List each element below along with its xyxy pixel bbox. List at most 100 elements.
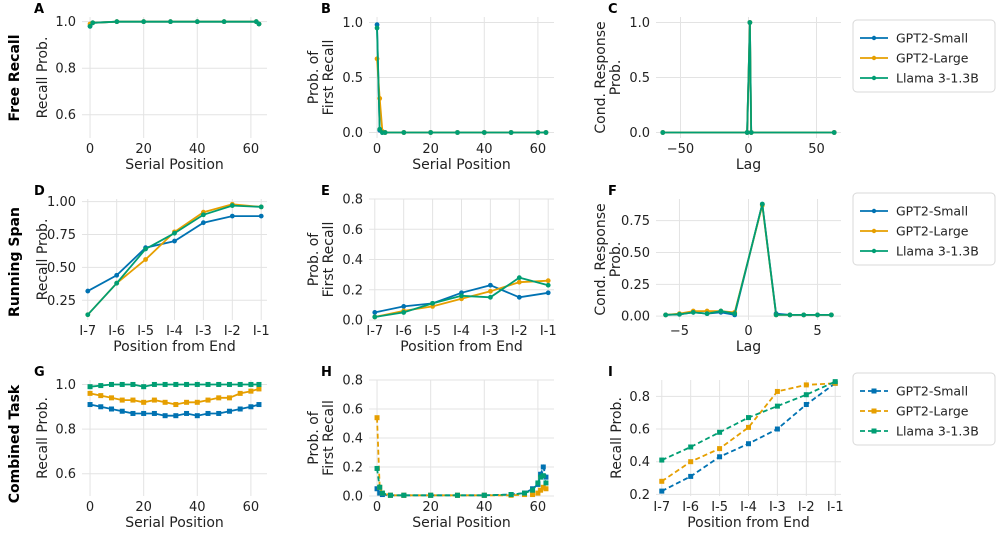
- x-axis-label: Serial Position: [125, 157, 224, 173]
- data-point: [172, 230, 177, 236]
- data-point: [801, 312, 807, 318]
- y-tick-label: 0.2: [342, 461, 363, 476]
- y-tick-label: 0.75: [621, 214, 650, 229]
- data-point: [746, 441, 751, 447]
- panel-letter: D: [34, 184, 45, 199]
- y-tick-label: 0.6: [55, 467, 76, 482]
- x-tick-label: 20: [422, 500, 439, 515]
- data-point: [194, 413, 200, 419]
- data-point: [746, 415, 751, 421]
- y-tick-label: 0.4: [342, 432, 363, 447]
- data-point: [545, 278, 551, 284]
- y-tick-label: 0.8: [55, 423, 76, 438]
- data-point: [387, 492, 393, 498]
- data-point: [522, 490, 528, 496]
- x-axis-label: Lag: [736, 157, 761, 173]
- data-point: [141, 384, 147, 390]
- data-point: [87, 384, 93, 390]
- data-point: [256, 21, 262, 27]
- series-line-gpt2-small: [376, 24, 546, 134]
- data-point: [540, 484, 546, 490]
- data-point: [98, 393, 104, 399]
- data-point: [717, 446, 723, 452]
- data-point: [119, 397, 125, 403]
- data-point: [205, 381, 211, 387]
- data-point: [831, 130, 837, 135]
- y-tick-label: 1.0: [629, 16, 650, 31]
- y-axis-label-line: Prob.: [608, 242, 624, 278]
- y-axis-label-line: Prob. of: [306, 410, 322, 465]
- data-point: [248, 388, 254, 394]
- y-tick-label: 0.00: [621, 310, 650, 325]
- x-tick-label: 60: [530, 500, 547, 515]
- y-tick-label: 0.6: [629, 423, 650, 438]
- legend-label: Llama 3-1.3B: [896, 71, 979, 86]
- data-point: [538, 487, 544, 493]
- data-point: [374, 25, 380, 31]
- data-point: [803, 402, 809, 408]
- x-tick-label: I-4: [166, 324, 183, 339]
- legend-marker: [871, 75, 877, 81]
- data-point: [659, 478, 665, 484]
- x-tick-label: I-4: [740, 500, 757, 515]
- data-point: [774, 426, 780, 432]
- x-axis-label: Serial Position: [412, 157, 511, 173]
- panel-c: −50 0 50 0.0 0.5 1.0 Lag Cond. Response Prob. C: [593, 2, 841, 173]
- data-point: [372, 310, 378, 315]
- data-point: [114, 19, 120, 25]
- y-tick-label: 0.6: [342, 403, 363, 418]
- y-tick-label: 0.2: [342, 283, 363, 298]
- data-point: [173, 402, 179, 408]
- data-point: [374, 465, 380, 471]
- x-tick-label: 0: [744, 324, 752, 339]
- y-axis-label: Prob. of First Recall: [306, 222, 337, 298]
- data-point: [85, 312, 91, 318]
- x-tick-label: 0: [373, 500, 381, 515]
- data-point: [130, 410, 136, 416]
- legend-marker: [871, 55, 877, 61]
- data-point: [401, 303, 407, 309]
- data-point: [488, 288, 493, 294]
- panel-i: I-7 I-6 I-5 I-4 I-3 I-2 I-1 0.2 0.4 0.6 0.8 Positio…: [608, 365, 844, 531]
- data-point: [377, 484, 383, 490]
- x-tick-label: 40: [189, 500, 206, 515]
- x-tick-label: 20: [135, 500, 152, 515]
- data-point: [372, 314, 378, 320]
- y-axis-label-line: First Recall: [321, 40, 337, 116]
- y-tick-label: 0.8: [55, 62, 76, 77]
- row-label-running-span: Running Span: [7, 207, 23, 317]
- panel-letter: G: [34, 365, 45, 380]
- x-axis-label: Position from End: [113, 339, 236, 355]
- data-point: [828, 312, 834, 318]
- data-point: [248, 404, 254, 410]
- x-axis-label: Position from End: [687, 515, 810, 531]
- data-point: [688, 473, 694, 479]
- data-point: [229, 203, 235, 208]
- data-point: [688, 444, 694, 450]
- data-point: [459, 293, 464, 299]
- data-point: [543, 474, 549, 480]
- legend-label: GPT2-Large: [896, 51, 969, 66]
- y-tick-label: 0.6: [342, 223, 363, 238]
- data-point: [688, 459, 694, 465]
- y-axis-label-line: Recall Prob.: [35, 219, 51, 301]
- data-point: [168, 19, 173, 25]
- data-point: [488, 294, 493, 300]
- y-axis-label: Recall Prob.: [35, 397, 51, 479]
- row-label-combined-task: Combined Task: [7, 384, 23, 503]
- data-point: [221, 19, 227, 25]
- y-axis-label-line: Cond. Response: [593, 203, 609, 315]
- x-tick-label: I-7: [79, 324, 96, 339]
- data-point: [114, 280, 120, 286]
- y-tick-label: 0.6: [55, 108, 76, 123]
- data-point: [481, 492, 487, 498]
- y-axis-label: Recall Prob.: [35, 219, 51, 301]
- y-axis-label-line: Recall Prob.: [35, 397, 51, 479]
- y-tick-label: 0.8: [342, 193, 363, 208]
- x-tick-label: 60: [530, 142, 547, 157]
- row-label-text: Combined Task: [7, 384, 23, 503]
- legend-marker: [871, 208, 877, 214]
- y-tick-label: 0.50: [47, 261, 76, 276]
- x-tick-label: 40: [189, 142, 206, 157]
- data-point: [151, 381, 157, 387]
